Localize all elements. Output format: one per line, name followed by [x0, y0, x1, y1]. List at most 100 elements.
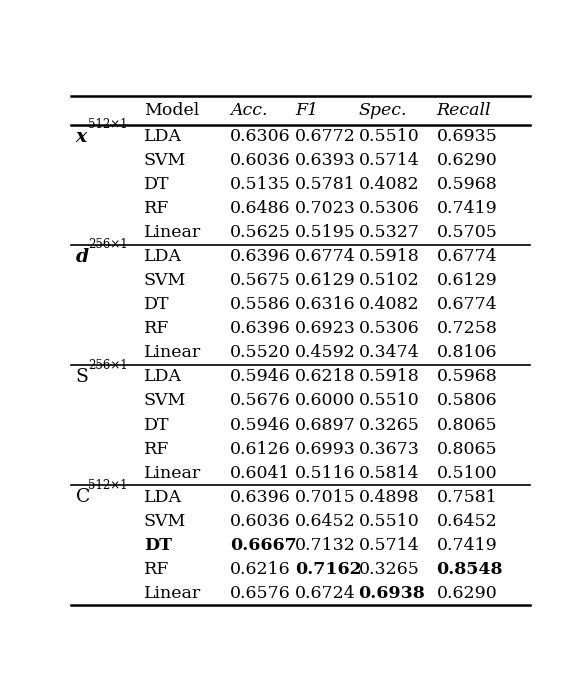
Text: 0.5946: 0.5946 [230, 368, 291, 386]
Text: 0.5675: 0.5675 [230, 272, 291, 289]
Text: 0.5918: 0.5918 [359, 248, 419, 265]
Text: 0.5586: 0.5586 [230, 296, 291, 314]
Text: 0.6724: 0.6724 [295, 584, 356, 602]
Text: LDA: LDA [144, 128, 182, 145]
Text: 0.5946: 0.5946 [230, 416, 291, 434]
Text: LDA: LDA [144, 488, 182, 506]
Text: LDA: LDA [144, 248, 182, 265]
Text: Model: Model [144, 102, 199, 119]
Text: 0.8065: 0.8065 [437, 440, 497, 458]
Text: 256×1: 256×1 [88, 359, 128, 372]
Text: 0.3673: 0.3673 [359, 440, 420, 458]
Text: 0.3265: 0.3265 [359, 560, 420, 578]
Text: d: d [76, 248, 88, 265]
Text: 0.6129: 0.6129 [295, 272, 356, 289]
Text: 0.6452: 0.6452 [437, 512, 498, 530]
Text: 0.6393: 0.6393 [295, 152, 356, 169]
Text: Recall: Recall [437, 102, 491, 119]
Text: 0.3265: 0.3265 [359, 416, 420, 434]
Text: LDA: LDA [144, 368, 182, 386]
Text: 0.6774: 0.6774 [295, 248, 356, 265]
Text: 0.8548: 0.8548 [437, 560, 503, 578]
Text: Spec.: Spec. [359, 102, 407, 119]
Text: 0.6486: 0.6486 [230, 200, 291, 217]
Text: 0.7015: 0.7015 [295, 488, 356, 506]
Text: SVM: SVM [144, 152, 186, 169]
Text: Linear: Linear [144, 224, 201, 241]
Text: 0.6774: 0.6774 [437, 248, 498, 265]
Text: 0.5195: 0.5195 [295, 224, 356, 241]
Text: 0.6396: 0.6396 [230, 320, 291, 338]
Text: 0.6576: 0.6576 [230, 584, 291, 602]
Text: S: S [76, 368, 88, 386]
Text: Linear: Linear [144, 344, 201, 362]
Text: 0.5781: 0.5781 [295, 176, 356, 193]
Text: 0.5135: 0.5135 [230, 176, 291, 193]
Text: DT: DT [144, 416, 169, 434]
Text: 0.5714: 0.5714 [359, 152, 419, 169]
Text: 0.5510: 0.5510 [359, 392, 419, 410]
Text: x: x [76, 128, 87, 145]
Text: 0.5510: 0.5510 [359, 128, 419, 145]
Text: 512×1: 512×1 [88, 479, 128, 492]
Text: 0.5814: 0.5814 [359, 464, 419, 482]
Text: Acc.: Acc. [230, 102, 267, 119]
Text: 0.7162: 0.7162 [295, 560, 362, 578]
Text: 512×1: 512×1 [88, 118, 128, 131]
Text: 0.6923: 0.6923 [295, 320, 356, 338]
Text: SVM: SVM [144, 392, 186, 410]
Text: RF: RF [144, 560, 169, 578]
Text: 0.6036: 0.6036 [230, 152, 291, 169]
Text: 0.6772: 0.6772 [295, 128, 356, 145]
Text: SVM: SVM [144, 272, 186, 289]
Text: 0.6667: 0.6667 [230, 536, 297, 554]
Text: SVM: SVM [144, 512, 186, 530]
Text: 0.6036: 0.6036 [230, 512, 291, 530]
Text: 0.5625: 0.5625 [230, 224, 291, 241]
Text: 0.5327: 0.5327 [359, 224, 420, 241]
Text: 0.6897: 0.6897 [295, 416, 356, 434]
Text: 0.5705: 0.5705 [437, 224, 498, 241]
Text: 0.4592: 0.4592 [295, 344, 356, 362]
Text: 0.4082: 0.4082 [359, 176, 419, 193]
Text: 0.6396: 0.6396 [230, 488, 291, 506]
Text: 0.5714: 0.5714 [359, 536, 419, 554]
Text: RF: RF [144, 320, 169, 338]
Text: DT: DT [144, 536, 172, 554]
Text: 0.7258: 0.7258 [437, 320, 498, 338]
Text: 0.6938: 0.6938 [359, 584, 425, 602]
Text: 0.7419: 0.7419 [437, 536, 498, 554]
Text: 0.6218: 0.6218 [295, 368, 356, 386]
Text: 0.6452: 0.6452 [295, 512, 356, 530]
Text: RF: RF [144, 200, 169, 217]
Text: 0.8106: 0.8106 [437, 344, 497, 362]
Text: Linear: Linear [144, 464, 201, 482]
Text: 0.5306: 0.5306 [359, 200, 419, 217]
Text: Linear: Linear [144, 584, 201, 602]
Text: 0.5510: 0.5510 [359, 512, 419, 530]
Text: 256×1: 256×1 [88, 239, 128, 252]
Text: 0.6041: 0.6041 [230, 464, 291, 482]
Text: 0.6129: 0.6129 [437, 272, 498, 289]
Text: 0.5520: 0.5520 [230, 344, 291, 362]
Text: 0.4082: 0.4082 [359, 296, 419, 314]
Text: 0.5968: 0.5968 [437, 368, 498, 386]
Text: 0.6316: 0.6316 [295, 296, 356, 314]
Text: C: C [76, 488, 90, 506]
Text: 0.5306: 0.5306 [359, 320, 419, 338]
Text: 0.6126: 0.6126 [230, 440, 291, 458]
Text: 0.8065: 0.8065 [437, 416, 497, 434]
Text: F1: F1 [295, 102, 318, 119]
Text: DT: DT [144, 296, 169, 314]
Text: 0.3474: 0.3474 [359, 344, 419, 362]
Text: 0.7581: 0.7581 [437, 488, 498, 506]
Text: 0.7419: 0.7419 [437, 200, 498, 217]
Text: 0.6774: 0.6774 [437, 296, 498, 314]
Text: RF: RF [144, 440, 169, 458]
Text: 0.5100: 0.5100 [437, 464, 497, 482]
Text: 0.4898: 0.4898 [359, 488, 419, 506]
Text: 0.6396: 0.6396 [230, 248, 291, 265]
Text: 0.7023: 0.7023 [295, 200, 356, 217]
Text: 0.6216: 0.6216 [230, 560, 291, 578]
Text: 0.5102: 0.5102 [359, 272, 419, 289]
